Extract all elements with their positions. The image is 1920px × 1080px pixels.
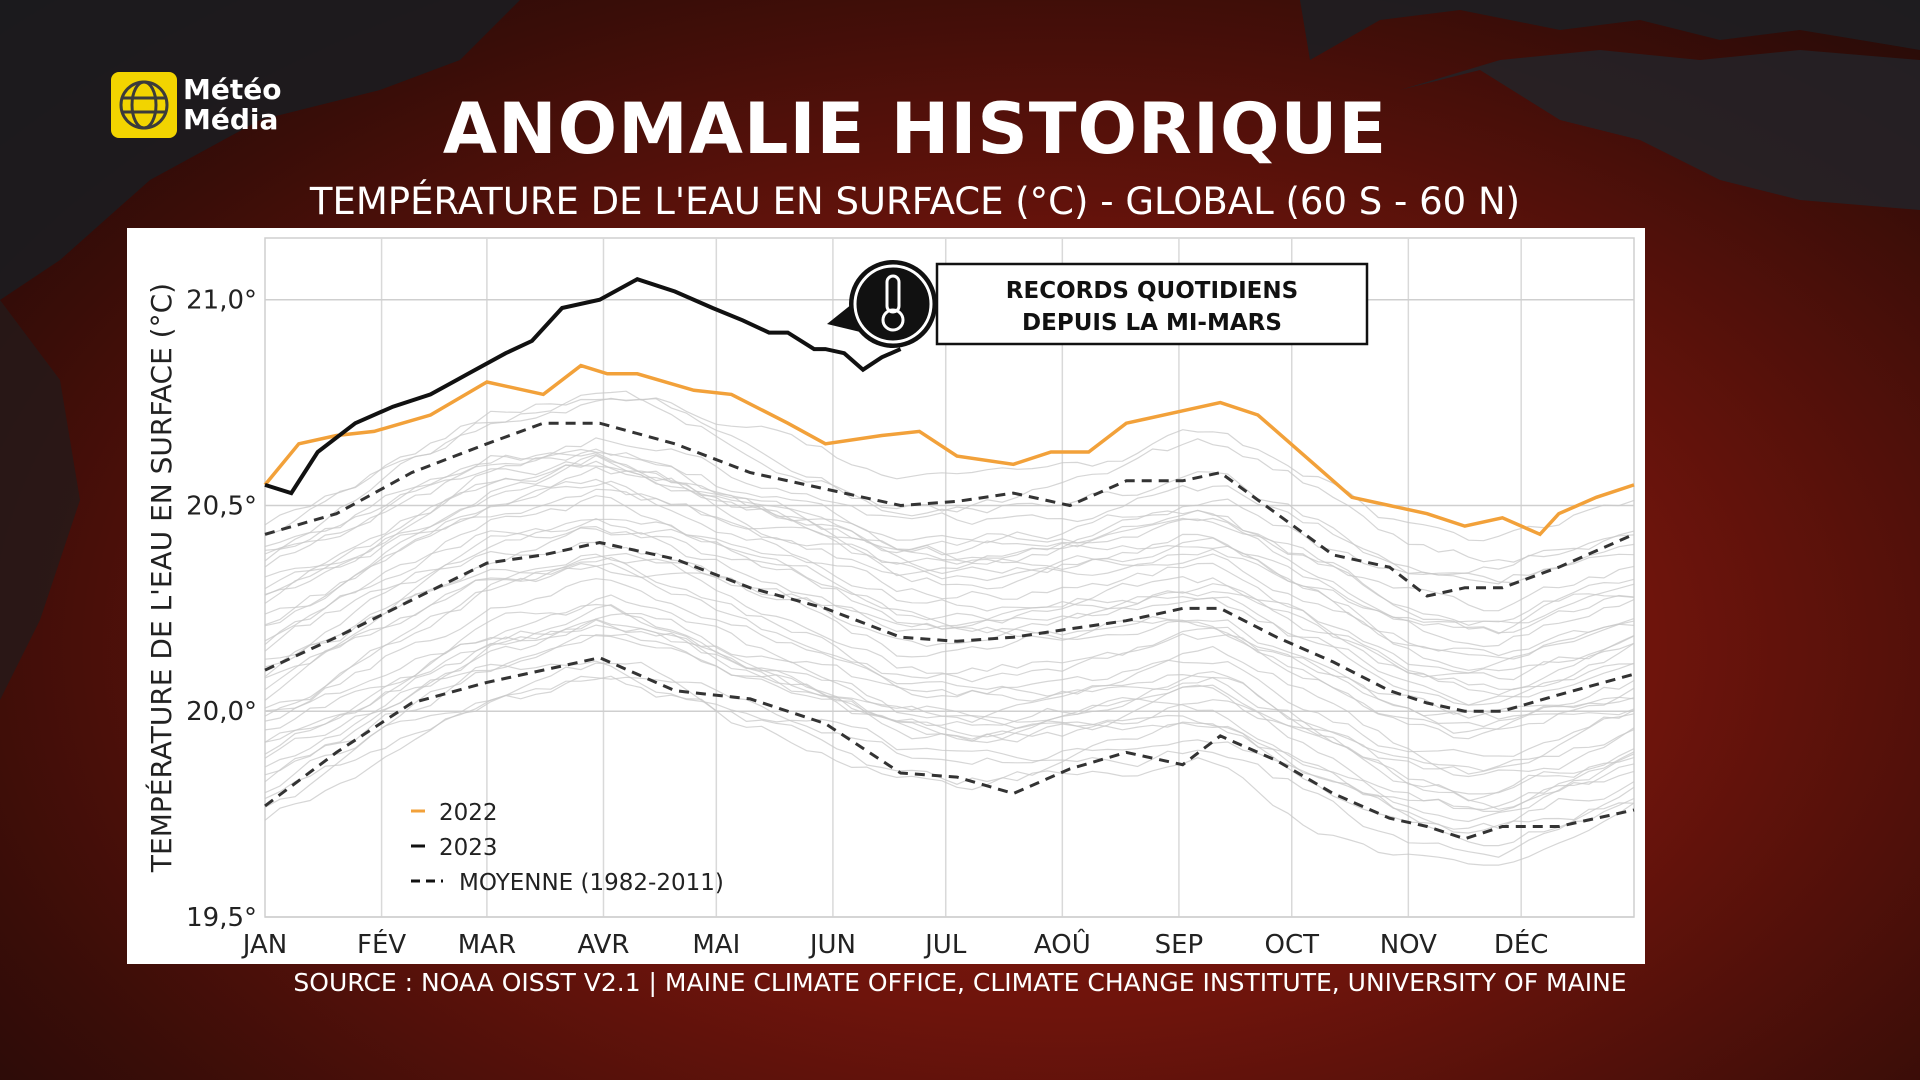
sst-line-chart: JAN FÉV MAR AVR MAI JUN JUL AOÛ SEP OCT NOV DÉC 21,0… <box>144 237 1635 960</box>
legend-label: MOYENNE (1982-2011) <box>459 870 724 896</box>
history-year-line <box>264 556 1635 795</box>
logo-line-2: Média <box>183 103 279 136</box>
history-year-line <box>264 527 1635 728</box>
history-year-line <box>264 541 1635 696</box>
history-year-line <box>264 448 1635 626</box>
source-credit: SOURCE : NOAA OISST V2.1 | MAINE CLIMATE… <box>293 968 1627 997</box>
y-axis-label: TEMPÉRATURE DE L'EAU EN SURFACE (°C) <box>144 283 178 873</box>
legend-label: 2022 <box>439 800 498 826</box>
history-year-line <box>264 552 1635 734</box>
history-year-line <box>264 437 1635 584</box>
logo-line-1: Météo <box>183 73 282 106</box>
landmass-shape <box>1400 50 1920 210</box>
legend-label: 2023 <box>439 835 498 861</box>
y-tick-label: 19,5° <box>186 903 257 933</box>
history-year-line <box>264 578 1635 757</box>
page-subtitle: TEMPÉRATURE DE L'EAU EN SURFACE (°C) - G… <box>309 180 1521 223</box>
history-year-line <box>264 661 1635 866</box>
x-tick-label: NOV <box>1380 930 1437 960</box>
thermometer-icon <box>849 260 937 348</box>
history-year-line <box>264 398 1635 576</box>
thermometer-icon-bulb <box>881 308 905 332</box>
mean-dashed-line <box>264 540 1635 713</box>
history-year-line <box>264 466 1635 660</box>
history-year-line <box>264 612 1635 772</box>
history-year-line <box>264 464 1635 612</box>
page-title: ANOMALIE HISTORIQUE <box>442 88 1388 170</box>
logo-globe-icon <box>111 72 177 138</box>
x-tick-label: MAR <box>458 930 516 960</box>
thermometer-icon-ring <box>853 264 933 344</box>
chart-panel: JAN FÉV MAR AVR MAI JUN JUL AOÛ SEP OCT NOV DÉC 21,0… <box>127 228 1645 964</box>
x-tick-label: JUN <box>808 930 856 960</box>
annotation-line-1: RECORDS QUOTIDIENS <box>1006 278 1298 304</box>
meteomedia-logo: Météo Média <box>111 72 281 138</box>
logo-wordmark: Météo Média <box>183 75 281 135</box>
x-tick-label: JAN <box>241 930 287 960</box>
history-year-line <box>264 660 1635 858</box>
y-tick-label: 21,0° <box>186 286 257 316</box>
history-year-line <box>264 453 1635 627</box>
history-year-line <box>264 480 1635 706</box>
landmass-shape <box>1300 0 1920 60</box>
series-line-2023 <box>264 277 902 496</box>
series-line-2022 <box>263 363 1635 537</box>
x-tick-label: DÉC <box>1494 928 1549 960</box>
x-tick-label: JUL <box>923 930 967 960</box>
history-year-line <box>264 460 1635 657</box>
history-year-line <box>264 397 1635 563</box>
history-year-line <box>264 495 1635 706</box>
x-tick-label: FÉV <box>357 928 406 960</box>
y-tick-label: 20,5° <box>186 491 257 521</box>
history-year-line <box>264 452 1635 634</box>
mean-dashed-line <box>264 421 1635 598</box>
history-year-line <box>264 562 1635 720</box>
history-year-line <box>264 619 1635 778</box>
history-year-line <box>264 525 1635 740</box>
history-year-line <box>264 675 1635 813</box>
x-tick-label: AVR <box>577 930 629 960</box>
x-tick-label: OCT <box>1264 930 1319 960</box>
history-year-line <box>264 448 1635 635</box>
history-year-line <box>264 488 1635 671</box>
landmass-shape <box>0 300 80 700</box>
history-year-line <box>264 517 1635 678</box>
x-tick-label: AOÛ <box>1034 928 1091 960</box>
history-year-line <box>264 594 1635 775</box>
y-tick-label: 20,0° <box>186 697 257 727</box>
x-tick-label: MAI <box>692 930 740 960</box>
annotation-line-2: DEPUIS LA MI-MARS <box>1022 310 1282 336</box>
x-tick-label: SEP <box>1155 930 1204 960</box>
thermometer-icon-stem <box>885 274 901 314</box>
history-year-line <box>264 390 1635 548</box>
